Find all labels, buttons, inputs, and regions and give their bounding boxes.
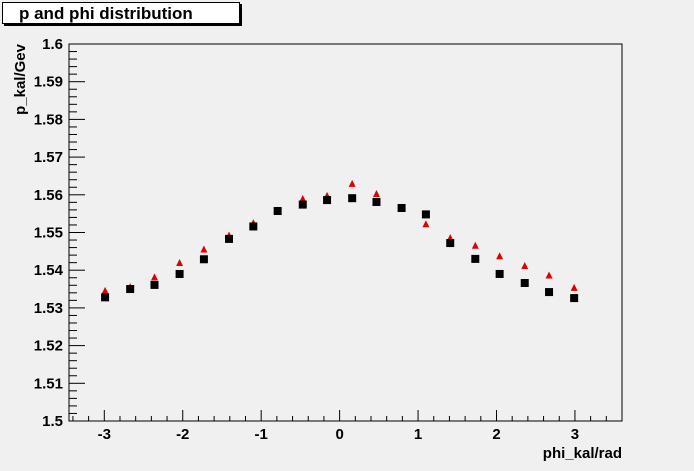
square-data-point bbox=[471, 254, 480, 263]
square-data-point bbox=[273, 207, 282, 216]
square-data-point bbox=[446, 239, 455, 248]
chart-title: p and phi distribution bbox=[2, 2, 240, 24]
square-data-point bbox=[249, 222, 258, 231]
y-tick-label: 1.57 bbox=[34, 149, 63, 166]
x-tick-label: 0 bbox=[335, 426, 343, 443]
y-tick-label: 1.5 bbox=[42, 413, 63, 430]
x-axis-title: phi_kal/rad bbox=[543, 445, 622, 462]
triangle-data-point bbox=[101, 286, 109, 294]
y-tick-label: 1.55 bbox=[34, 225, 63, 242]
y-tick-label: 1.58 bbox=[34, 111, 63, 128]
square-data-point bbox=[372, 197, 381, 206]
square-data-point bbox=[397, 203, 406, 212]
square-data-point bbox=[225, 234, 234, 243]
x-tick-label: 2 bbox=[492, 426, 500, 443]
x-tick-label: -3 bbox=[98, 426, 111, 443]
triangle-data-point bbox=[348, 179, 356, 187]
triangle-data-point bbox=[496, 252, 504, 260]
triangle-data-point bbox=[570, 283, 578, 291]
square-data-point bbox=[348, 194, 357, 203]
triangle-data-point bbox=[150, 273, 158, 281]
y-tick-label: 1.56 bbox=[34, 187, 63, 204]
triangle-data-point bbox=[521, 262, 529, 270]
square-data-point bbox=[421, 210, 430, 219]
triangle-data-point bbox=[299, 194, 307, 202]
square-data-point bbox=[175, 269, 184, 278]
square-data-point bbox=[150, 280, 159, 289]
square-data-point bbox=[101, 293, 110, 302]
y-tick-label: 1.53 bbox=[34, 300, 63, 317]
square-data-point bbox=[199, 255, 208, 264]
square-data-point bbox=[495, 269, 504, 278]
triangle-data-point bbox=[545, 271, 553, 279]
square-data-point bbox=[126, 285, 135, 294]
square-data-point bbox=[545, 288, 554, 297]
x-tick-label: 1 bbox=[414, 426, 422, 443]
square-data-point bbox=[570, 294, 579, 303]
triangle-data-point bbox=[372, 190, 380, 198]
triangle-data-point bbox=[471, 241, 479, 249]
y-tick-label: 1.6 bbox=[42, 36, 63, 53]
y-tick-label: 1.52 bbox=[34, 338, 63, 355]
x-tick-label: -1 bbox=[255, 426, 268, 443]
x-tick-label: -2 bbox=[176, 426, 189, 443]
y-axis-title: p_kal/Gev bbox=[12, 43, 29, 115]
triangle-data-point bbox=[422, 220, 430, 228]
y-tick-label: 1.54 bbox=[34, 262, 64, 279]
triangle-data-point bbox=[176, 259, 184, 267]
y-tick-label: 1.59 bbox=[34, 74, 63, 91]
square-data-point bbox=[298, 200, 307, 209]
y-tick-label: 1.51 bbox=[34, 375, 63, 392]
square-data-point bbox=[323, 196, 332, 205]
x-tick-label: 3 bbox=[571, 426, 579, 443]
triangle-data-point bbox=[200, 245, 208, 253]
plot-frame bbox=[68, 43, 623, 422]
square-data-point bbox=[520, 279, 529, 288]
